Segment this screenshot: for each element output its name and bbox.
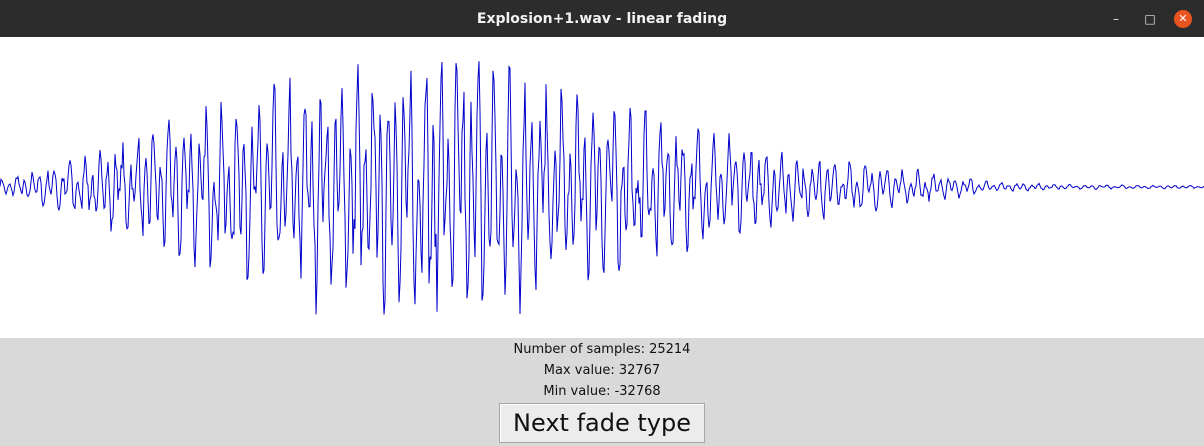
waveform-svg [0,61,1204,315]
min-value-text: Min value: -32768 [543,384,661,399]
waveform-canvas [0,37,1204,338]
waveform-line [0,61,1204,315]
window-controls: – □ ✕ [1106,0,1192,37]
window-title: Explosion+1.wav - linear fading [476,10,728,27]
minimize-icon[interactable]: – [1113,11,1119,26]
title-bar[interactable]: Explosion+1.wav - linear fading – □ ✕ [0,0,1204,37]
info-panel: Number of samples: 25214 Max value: 3276… [0,338,1204,446]
max-value-text: Max value: 32767 [543,363,661,378]
next-fade-type-button[interactable]: Next fade type [499,403,705,443]
maximize-icon[interactable]: □ [1144,11,1156,26]
close-icon[interactable]: ✕ [1174,9,1192,28]
sample-count-text: Number of samples: 25214 [513,342,691,357]
